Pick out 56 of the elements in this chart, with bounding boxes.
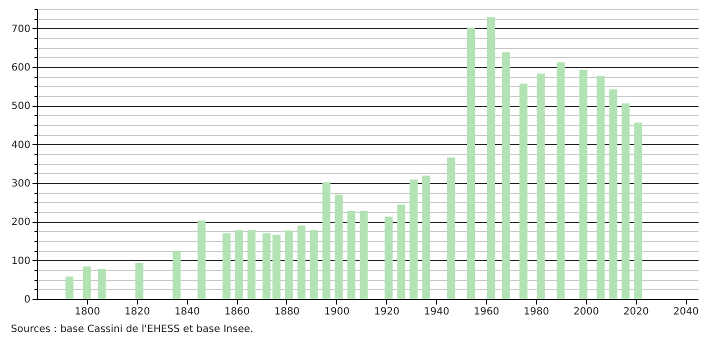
bar <box>322 182 330 299</box>
x-tick-label: 2020 <box>623 306 649 318</box>
bar <box>347 210 356 299</box>
bar <box>235 230 244 299</box>
bar <box>334 194 343 299</box>
bar <box>579 70 588 299</box>
bar <box>135 263 144 299</box>
x-tick-label: 1940 <box>424 306 450 318</box>
bar <box>384 216 393 299</box>
x-tick-label: 1840 <box>174 306 200 318</box>
y-tick-label: 600 <box>11 62 30 74</box>
bar <box>556 62 565 299</box>
bar <box>272 234 280 299</box>
bar <box>297 226 306 299</box>
bar <box>410 180 418 299</box>
bar <box>222 233 231 299</box>
y-tick-label: 700 <box>11 24 30 35</box>
bar <box>248 230 256 299</box>
x-tick-label: 2040 <box>673 306 699 318</box>
bar <box>360 210 368 299</box>
bar <box>622 103 630 299</box>
x-tick-label: 2000 <box>574 306 599 318</box>
x-tick-label: 1880 <box>274 306 300 318</box>
bar <box>172 251 181 299</box>
bar <box>486 17 495 299</box>
bar <box>519 84 528 299</box>
bar <box>536 74 545 299</box>
x-tick-label: 1980 <box>524 306 550 318</box>
x-tick-label: 1860 <box>224 306 250 318</box>
x-tick-label: 1820 <box>124 306 150 318</box>
y-tick-label: 500 <box>11 101 30 112</box>
source-note: Sources : base Cassini de l'EHESS et base Insee. <box>10 324 254 335</box>
x-tick-label: 1960 <box>474 306 500 318</box>
bar <box>609 89 618 299</box>
x-tick-label: 1920 <box>374 306 400 318</box>
bar <box>397 204 406 299</box>
y-tick-label: 100 <box>11 256 30 267</box>
bar <box>98 268 106 299</box>
y-tick-label: 0 <box>24 294 30 306</box>
bar <box>596 76 605 299</box>
x-tick-label: 1800 <box>74 306 100 318</box>
y-tick-label: 300 <box>11 178 30 190</box>
bar <box>82 266 91 299</box>
bar <box>310 230 318 299</box>
bar <box>262 233 270 299</box>
bar <box>65 276 74 299</box>
bar <box>634 122 642 299</box>
bar <box>422 176 430 299</box>
y-tick-label: 400 <box>11 140 30 151</box>
y-tick-label: 200 <box>11 217 30 228</box>
bar <box>467 28 476 299</box>
bar <box>502 52 510 299</box>
x-tick-label: 1900 <box>324 306 350 318</box>
bar <box>447 157 456 299</box>
bar <box>198 220 206 299</box>
bar <box>284 230 293 299</box>
